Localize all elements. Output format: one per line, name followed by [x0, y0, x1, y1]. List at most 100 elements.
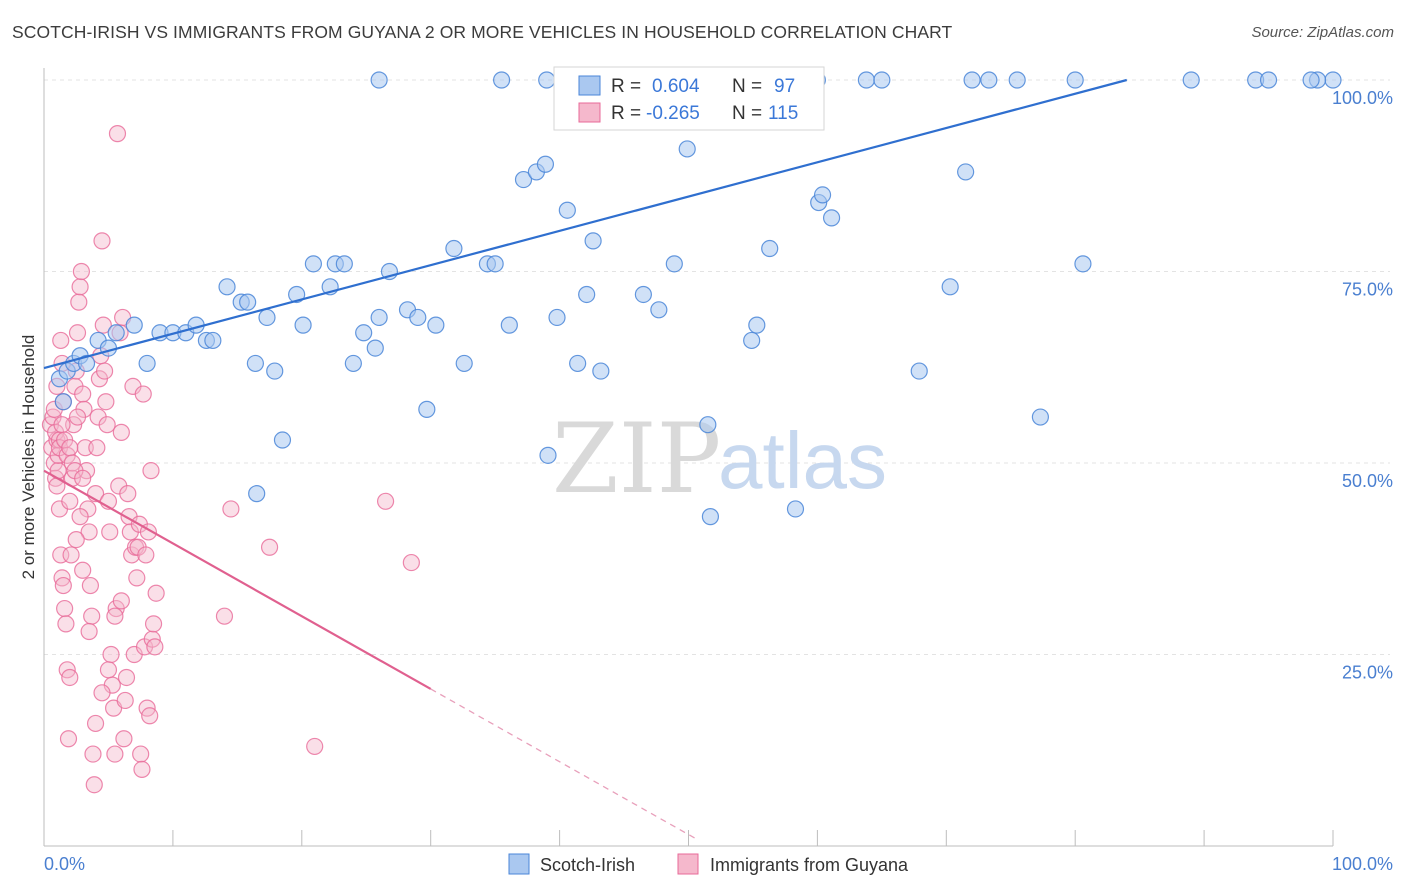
legend-r-label-2: R =	[611, 103, 641, 124]
point-scotch-irish	[138, 354, 156, 373]
point-guyana	[102, 645, 120, 664]
point-scotch-irish	[634, 285, 652, 304]
y-tick-labels: 25.0% 50.0% 75.0% 100.0%	[1332, 88, 1393, 683]
point-scotch-irish	[963, 71, 981, 89]
point-guyana	[62, 546, 80, 564]
point-scotch-irish	[486, 255, 504, 273]
point-scotch-irish	[699, 416, 717, 434]
point-guyana	[70, 293, 88, 311]
legend-r-value-1: 0.604	[652, 76, 700, 97]
point-guyana	[59, 730, 78, 748]
point-guyana	[71, 278, 89, 296]
bottom-legend-guyana: Immigrants from Guyana	[710, 855, 909, 875]
point-guyana	[260, 538, 279, 556]
point-scotch-irish	[1302, 71, 1320, 89]
point-scotch-irish	[107, 324, 125, 342]
y-tick-label: 75.0%	[1342, 280, 1393, 300]
point-scotch-irish	[813, 186, 832, 204]
x-ticks	[43, 830, 1334, 846]
point-guyana	[81, 576, 100, 595]
bottom-legend-scotch-irish: Scotch-Irish	[540, 855, 635, 875]
chart-title: SCOTCH-IRISH VS IMMIGRANTS FROM GUYANA 2…	[12, 22, 953, 42]
point-guyana	[119, 485, 137, 503]
point-guyana	[61, 492, 79, 510]
point-scotch-irish	[1259, 71, 1278, 89]
point-scotch-irish	[125, 316, 143, 334]
point-scotch-irish	[204, 331, 222, 350]
trend-line-scotch-irish	[43, 78, 1128, 370]
point-scotch-irish	[370, 71, 388, 89]
point-scotch-irish	[304, 255, 323, 273]
point-guyana	[95, 362, 114, 380]
bottom-legend-swatch-blue	[508, 853, 530, 875]
point-guyana	[68, 324, 87, 342]
point-scotch-irish	[258, 308, 276, 327]
point-guyana	[108, 125, 127, 143]
point-guyana	[54, 576, 72, 595]
point-guyana	[141, 707, 159, 725]
point-scotch-irish	[558, 201, 576, 219]
legend-n-label-2: N =	[732, 103, 762, 124]
y-tick-label: 100.0%	[1332, 88, 1393, 108]
point-scotch-irish	[77, 354, 96, 373]
bottom-legend-swatch-pink	[677, 853, 699, 875]
point-scotch-irish	[941, 278, 959, 296]
point-guyana	[106, 745, 124, 763]
point-scotch-irish	[665, 255, 683, 273]
point-scotch-irish	[584, 232, 602, 250]
point-scotch-irish	[288, 285, 306, 304]
point-scotch-irish	[536, 155, 555, 173]
x-tick-label-start: 0.0%	[44, 854, 85, 874]
point-guyana	[61, 439, 79, 457]
legend: R = 0.604 N = 97 R = -0.265 N = 115	[553, 66, 825, 131]
bottom-legend: Scotch-Irish Immigrants from Guyana	[508, 853, 909, 875]
point-guyana	[99, 661, 118, 679]
point-guyana	[93, 232, 111, 250]
point-scotch-irish	[1182, 71, 1200, 89]
point-guyana	[97, 393, 115, 411]
legend-r-value-2: -0.265	[646, 103, 700, 124]
point-guyana	[71, 508, 89, 526]
series-guyana-points	[41, 125, 420, 794]
point-guyana	[53, 416, 71, 434]
point-guyana	[115, 730, 133, 748]
point-guyana	[134, 385, 152, 403]
point-guyana	[88, 439, 106, 457]
point-guyana	[215, 607, 234, 625]
point-guyana	[83, 607, 101, 625]
point-guyana	[306, 737, 324, 756]
trend-line-guyana	[43, 469, 432, 690]
point-guyana	[142, 462, 160, 480]
point-scotch-irish	[822, 209, 841, 227]
point-scotch-irish	[1074, 255, 1092, 273]
point-guyana	[402, 553, 420, 572]
legend-swatch-blue	[578, 75, 601, 96]
point-guyana	[117, 668, 136, 687]
point-guyana	[68, 408, 87, 426]
point-scotch-irish	[455, 354, 473, 373]
point-guyana	[57, 615, 75, 633]
y-axis-title: 2 or more Vehicles in Household	[19, 335, 38, 580]
point-scotch-irish	[743, 331, 761, 350]
point-scotch-irish	[500, 316, 518, 334]
point-scotch-irish	[1066, 71, 1084, 89]
point-scotch-irish	[248, 485, 266, 503]
point-scotch-irish	[786, 500, 805, 518]
point-guyana	[84, 745, 102, 763]
point-guyana	[128, 569, 146, 587]
point-guyana	[74, 561, 92, 579]
point-scotch-irish	[418, 400, 436, 418]
point-scotch-irish	[294, 316, 312, 334]
point-guyana	[132, 745, 150, 763]
point-scotch-irish	[409, 308, 427, 327]
point-scotch-irish	[569, 354, 587, 373]
point-scotch-irish	[54, 393, 72, 411]
point-scotch-irish	[246, 354, 264, 373]
point-guyana	[74, 385, 92, 403]
point-scotch-irish	[910, 362, 928, 380]
point-guyana	[376, 492, 395, 510]
point-guyana	[101, 523, 119, 541]
point-guyana	[72, 262, 90, 281]
point-scotch-irish	[748, 316, 766, 334]
point-scotch-irish	[492, 71, 511, 89]
